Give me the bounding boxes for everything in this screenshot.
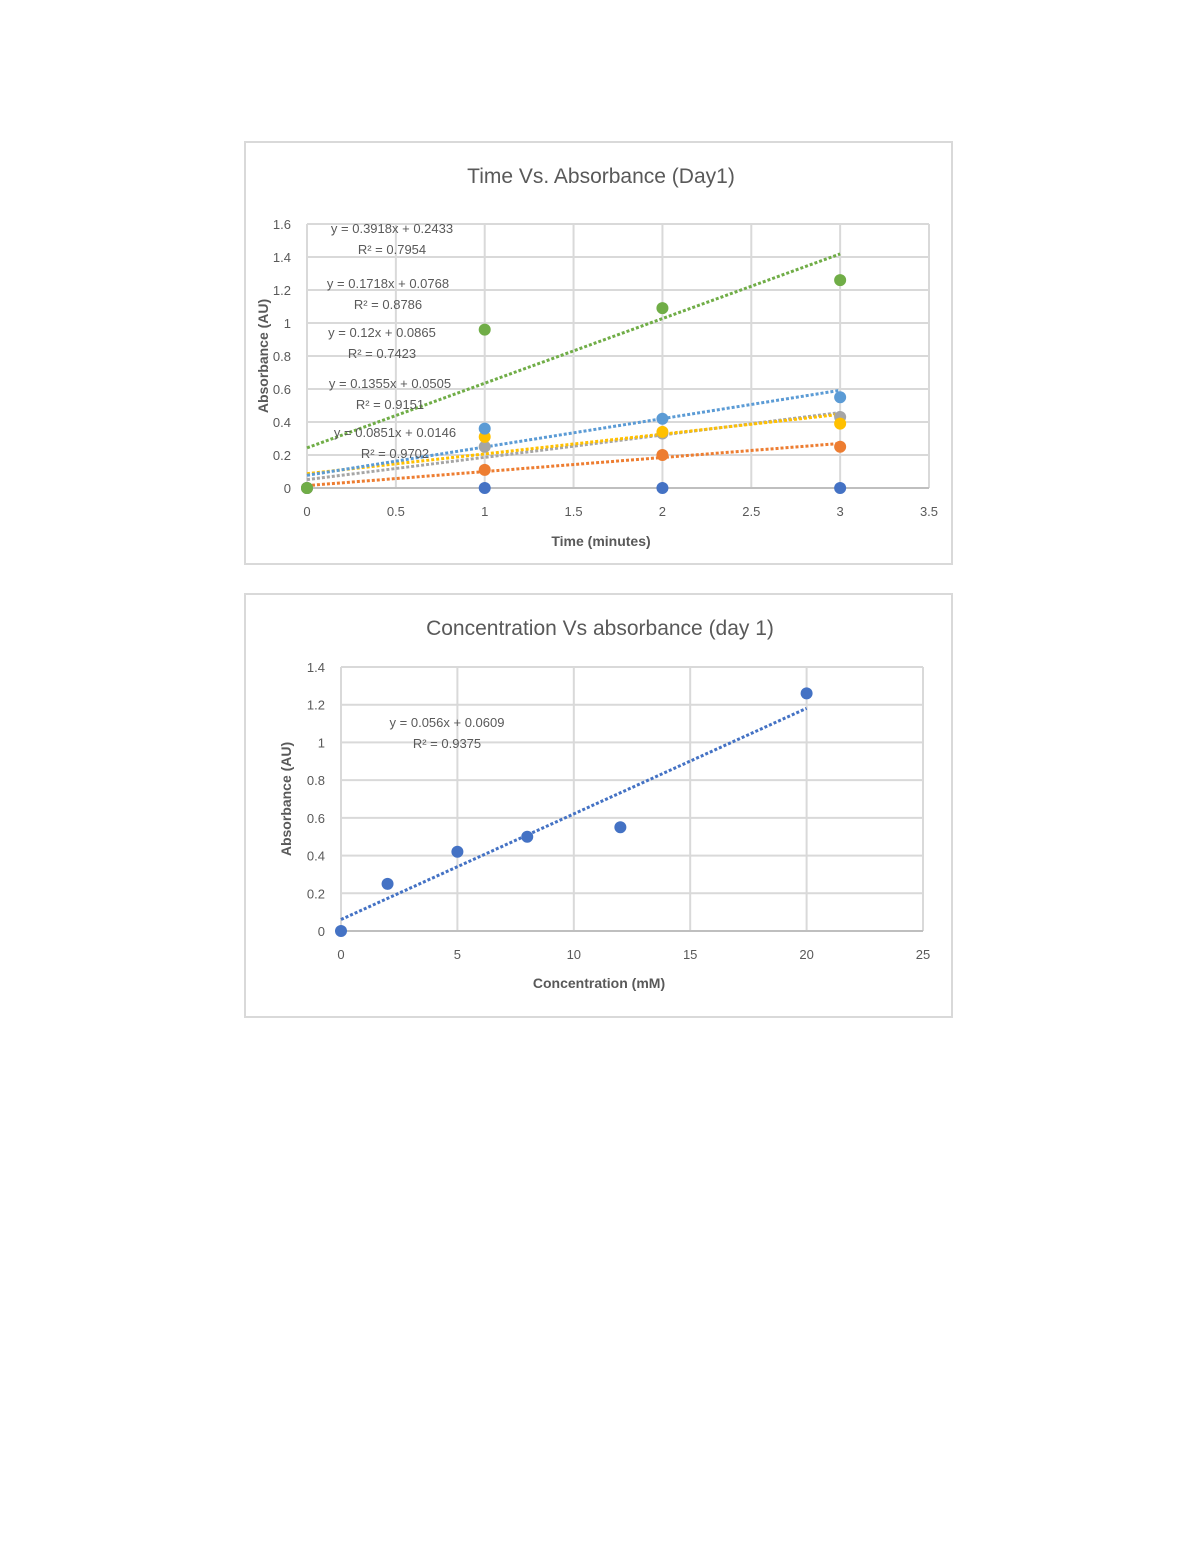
- time-vs-absorbance-chart: Time Vs. Absorbance (Day1) 0 0.2 0.4 0.6 0.8 1…: [244, 141, 953, 565]
- x-tick-label: 5: [454, 947, 461, 962]
- data-point-series-orange: [478, 463, 491, 476]
- y-tick-label: 1.6: [273, 217, 291, 232]
- y-tick-label: 0.6: [307, 811, 325, 826]
- y-tick-label: 1: [284, 316, 291, 331]
- data-point-series-green: [834, 274, 847, 287]
- data-point-series-yellow: [656, 425, 669, 438]
- y-tick-label: 0.4: [273, 415, 291, 430]
- y-tick-label: 0.8: [273, 349, 291, 364]
- y-tick-label: 0.8: [307, 773, 325, 788]
- y-tick-label: 1.2: [307, 698, 325, 713]
- data-point-series-dark-blue: [656, 482, 669, 494]
- y-tick-label: 1.4: [307, 660, 325, 675]
- y-tick-label: 1: [318, 735, 325, 750]
- data-point-absorbance: [451, 845, 464, 858]
- y-tick-label: 1.4: [273, 250, 291, 265]
- data-point-absorbance: [381, 877, 394, 890]
- data-point-series-gray: [478, 440, 491, 453]
- trendline-equation: y = 0.0851x + 0.0146: [334, 425, 456, 440]
- trendline-series-yellow: [306, 412, 841, 476]
- trendline-equation: y = 0.1718x + 0.0768: [327, 276, 449, 291]
- y-tick-label: 0.4: [307, 849, 325, 864]
- data-point-absorbance: [800, 687, 813, 700]
- r-squared-label: R² = 0.9375: [413, 736, 481, 751]
- trendline-equation: y = 0.056x + 0.0609: [390, 715, 505, 730]
- trendline-equation: y = 0.3918x + 0.2433: [331, 221, 453, 236]
- x-tick-label: 10: [567, 947, 581, 962]
- data-point-series-dark-blue: [478, 482, 491, 494]
- y-tick-label: 0.2: [307, 886, 325, 901]
- y-tick-label: 1.2: [273, 283, 291, 298]
- trendline-equation: y = 0.12x + 0.0865: [328, 325, 436, 340]
- trendline-series-green: [306, 252, 841, 450]
- x-tick-label: 20: [799, 947, 813, 962]
- y-tick-label: 0: [284, 481, 291, 496]
- data-point-series-dark-blue: [834, 482, 847, 494]
- data-point-series-yellow: [834, 417, 847, 430]
- r-squared-label: R² = 0.7954: [358, 242, 426, 257]
- chart-title: Concentration Vs absorbance (day 1): [426, 617, 774, 640]
- x-tick-label: 0: [303, 504, 310, 519]
- concentration-vs-absorbance-chart: Concentration Vs absorbance (day 1) 0 0.2 0…: [244, 593, 953, 1018]
- x-tick-label: 0: [337, 947, 344, 962]
- y-tick-label: 0: [318, 924, 325, 939]
- data-point-absorbance: [521, 830, 534, 843]
- y-axis-title: Absorbance (AU): [255, 299, 271, 413]
- x-tick-label: 1: [481, 504, 488, 519]
- y-tick-label: 0.6: [273, 382, 291, 397]
- x-tick-label: 2: [659, 504, 666, 519]
- chart-canvas: Time Vs. Absorbance (Day1) 0 0.2 0.4 0.6 0.8 1…: [255, 165, 938, 549]
- x-tick-label: 2.5: [742, 504, 760, 519]
- trendline-absorbance: [340, 706, 808, 921]
- data-point-series-green: [656, 302, 669, 315]
- x-axis-title: Time (minutes): [551, 533, 650, 549]
- data-point-series-orange: [656, 449, 669, 461]
- x-tick-label: 1.5: [565, 504, 583, 519]
- x-tick-label: 3.5: [920, 504, 938, 519]
- data-point-series-green: [478, 323, 491, 336]
- data-point-series-green: [301, 482, 313, 494]
- chart-title: Time Vs. Absorbance (Day1): [467, 165, 735, 188]
- data-point-series-light-blue: [656, 412, 669, 425]
- chart-canvas: Concentration Vs absorbance (day 1) 0 0.2 0…: [278, 617, 930, 991]
- x-tick-label: 15: [683, 947, 697, 962]
- data-point-absorbance: [335, 925, 347, 937]
- trendline-series-orange: [306, 441, 841, 488]
- x-axis-title: Concentration (mM): [533, 975, 665, 991]
- x-tick-label: 25: [916, 947, 930, 962]
- y-axis-title: Absorbance (AU): [278, 742, 294, 856]
- r-squared-label: R² = 0.7423: [348, 346, 416, 361]
- data-point-series-light-blue: [478, 422, 491, 435]
- r-squared-label: R² = 0.8786: [354, 297, 422, 312]
- y-tick-label: 0.2: [273, 448, 291, 463]
- r-squared-label: R² = 0.9151: [356, 397, 424, 412]
- data-point-series-yellow: [478, 430, 491, 443]
- data-point-series-orange: [834, 440, 847, 453]
- x-tick-label: 0.5: [387, 504, 405, 519]
- data-point-series-light-blue: [834, 391, 847, 404]
- r-squared-label: R² = 0.9702: [361, 446, 429, 461]
- trendline-equation: y = 0.1355x + 0.0505: [329, 376, 451, 391]
- x-tick-label: 3: [837, 504, 844, 519]
- data-point-absorbance: [614, 821, 627, 834]
